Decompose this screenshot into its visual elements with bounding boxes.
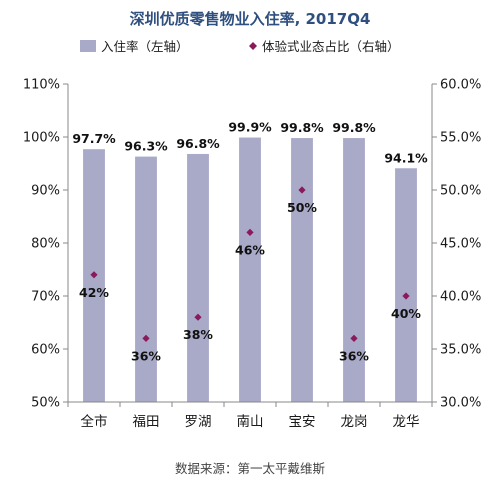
legend-label-scatter: 体验式业态占比（右轴） bbox=[262, 39, 400, 54]
left-axis-tick-label: 110% bbox=[23, 78, 60, 93]
scatter-point bbox=[90, 271, 98, 279]
right-axis-tick-label: 35.0% bbox=[440, 343, 481, 358]
scatter-series bbox=[90, 186, 410, 342]
scatter-data-label: 46% bbox=[235, 242, 265, 257]
scatter-data-label: 36% bbox=[131, 348, 161, 363]
bar-data-label: 97.7% bbox=[72, 131, 116, 146]
category-label: 罗湖 bbox=[185, 414, 212, 430]
right-axis-tick-label: 55.0% bbox=[440, 131, 481, 146]
right-axis: 30.0% 35.0% 40.0% 45.0% 50.0% 55.0% 60.0% bbox=[432, 78, 481, 411]
scatter-point bbox=[402, 292, 410, 300]
left-axis-tick-label: 70% bbox=[31, 290, 60, 305]
bar-series bbox=[83, 137, 417, 402]
legend: 入住率（左轴） 体验式业态占比（右轴） bbox=[80, 39, 400, 54]
right-axis-tick-label: 60.0% bbox=[440, 78, 481, 93]
scatter-point bbox=[142, 334, 150, 342]
category-label: 南山 bbox=[237, 414, 264, 430]
right-axis-tick-label: 40.0% bbox=[440, 290, 481, 305]
left-axis-tick-label: 60% bbox=[31, 343, 60, 358]
bar-data-label: 99.9% bbox=[228, 120, 272, 135]
scatter-data-label: 40% bbox=[391, 306, 421, 321]
bar bbox=[135, 156, 157, 402]
left-axis-tick-label: 80% bbox=[31, 237, 60, 252]
category-axis: 全市 福田 罗湖 南山 宝安 龙岗 龙华 bbox=[67, 402, 433, 430]
scatter-data-label: 36% bbox=[339, 348, 369, 363]
legend-label-bar: 入住率（左轴） bbox=[101, 39, 189, 54]
right-axis-tick-label: 30.0% bbox=[440, 396, 481, 411]
legend-marker-scatter bbox=[249, 42, 257, 50]
point-labels: 42% 36% 38% 46% 50% 36% 40% bbox=[79, 200, 421, 363]
category-label: 全市 bbox=[81, 413, 108, 430]
bar-data-label: 99.8% bbox=[280, 120, 324, 135]
source-note: 数据来源：第一太平戴维斯 bbox=[175, 461, 325, 476]
category-label: 龙岗 bbox=[341, 414, 368, 430]
category-label: 福田 bbox=[133, 414, 160, 430]
bar bbox=[187, 153, 209, 402]
bar-data-label: 99.8% bbox=[332, 120, 376, 135]
bar-labels: 97.7% 96.3% 96.8% 99.9% 99.8% 99.8% 94.1% bbox=[72, 120, 428, 166]
bar bbox=[343, 138, 365, 402]
bar-data-label: 96.8% bbox=[176, 136, 220, 151]
category-label: 龙华 bbox=[393, 414, 420, 430]
scatter-point bbox=[246, 228, 254, 236]
scatter-data-label: 50% bbox=[287, 200, 317, 215]
left-axis-tick-label: 90% bbox=[31, 184, 60, 199]
scatter-data-label: 38% bbox=[183, 327, 213, 342]
bar-data-label: 96.3% bbox=[124, 139, 168, 154]
bar bbox=[395, 168, 417, 402]
scatter-point bbox=[298, 186, 306, 194]
left-axis-tick-label: 50% bbox=[31, 396, 60, 411]
axis-lines bbox=[67, 84, 433, 403]
right-axis-tick-label: 45.0% bbox=[440, 237, 481, 252]
bar bbox=[239, 137, 261, 402]
bar bbox=[291, 138, 313, 402]
right-axis-tick-label: 50.0% bbox=[440, 184, 481, 199]
chart-title: 深圳优质零售物业入住率, 2017Q4 bbox=[130, 10, 371, 28]
scatter-point bbox=[194, 313, 202, 321]
legend-swatch-bar bbox=[80, 40, 96, 52]
left-axis-tick-label: 100% bbox=[23, 131, 60, 146]
bar-data-label: 94.1% bbox=[384, 150, 428, 165]
scatter-point bbox=[350, 334, 358, 342]
scatter-data-label: 42% bbox=[79, 285, 109, 300]
category-label: 宝安 bbox=[289, 414, 316, 430]
left-axis: 50% 60% 70% 80% 90% 100% 110% bbox=[23, 78, 68, 411]
